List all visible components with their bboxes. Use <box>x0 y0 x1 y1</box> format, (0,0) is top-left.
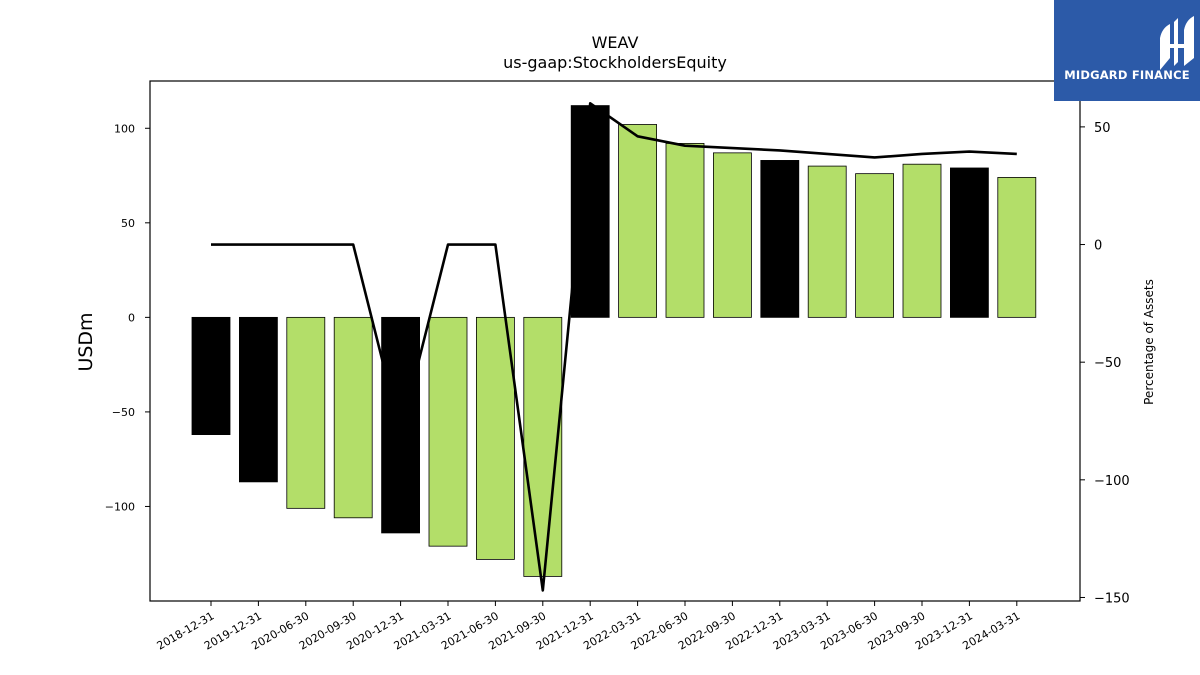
bar-2023-09-30 <box>902 163 942 318</box>
bar-2023-12-31 <box>950 167 989 318</box>
bar-2022-12-31 <box>760 160 800 318</box>
bar-2020-06-30 <box>286 316 326 509</box>
bar-2018-12-31 <box>191 316 231 436</box>
chart-title: WEAV <box>592 33 639 52</box>
bar-2021-12-31 <box>570 105 610 318</box>
y-tick-label: 50 <box>121 217 135 230</box>
bar-2021-03-31 <box>428 316 468 547</box>
bar-2020-12-31 <box>381 316 421 534</box>
bar-2022-09-30 <box>713 152 752 318</box>
y-tick-label: 100 <box>114 122 135 135</box>
x-ticks-group: 2018-12-312019-12-312020-06-302020-09-30… <box>155 601 1022 653</box>
y-tick-label: 0 <box>128 311 135 324</box>
y2-tick-label: −50 <box>1094 356 1121 371</box>
y2-tick-label: −150 <box>1094 591 1130 606</box>
line-group <box>211 102 1017 592</box>
y2-tick-label: 0 <box>1094 239 1102 254</box>
midgard-finance-logo: MIDGARD FINANCE <box>1054 0 1200 101</box>
y-ticks-group: 100 50 0 −50 −100 <box>105 122 150 513</box>
midgard-logo-icon <box>1160 16 1194 70</box>
bar-2022-06-30 <box>665 142 705 318</box>
percentage-line <box>211 102 1017 592</box>
bar-2022-03-31 <box>618 124 657 318</box>
y2-ticks-group: 50 0 −50 −100 −150 <box>1080 121 1130 606</box>
bar-2020-09-30 <box>333 316 373 519</box>
bar-2021-06-30 <box>475 316 515 560</box>
logo-text: MIDGARD FINANCE <box>1064 68 1190 82</box>
y2-tick-label: 50 <box>1094 121 1111 136</box>
y2-tick-label: −100 <box>1094 474 1130 489</box>
bar-2019-12-31 <box>238 316 278 483</box>
y-axis-label: USDm <box>75 312 97 371</box>
y-tick-label: −100 <box>105 500 135 513</box>
bar-2023-03-31 <box>807 165 847 318</box>
bar-2023-06-30 <box>855 173 894 318</box>
plot-frame <box>149 80 1081 602</box>
y2-axis-label: Percentage of Assets <box>1142 279 1156 405</box>
y-tick-label: −50 <box>112 406 135 419</box>
bar-2024-03-31 <box>997 177 1037 318</box>
chart-subtitle: us-gaap:StockholdersEquity <box>503 53 727 72</box>
bars-group <box>191 105 1037 577</box>
